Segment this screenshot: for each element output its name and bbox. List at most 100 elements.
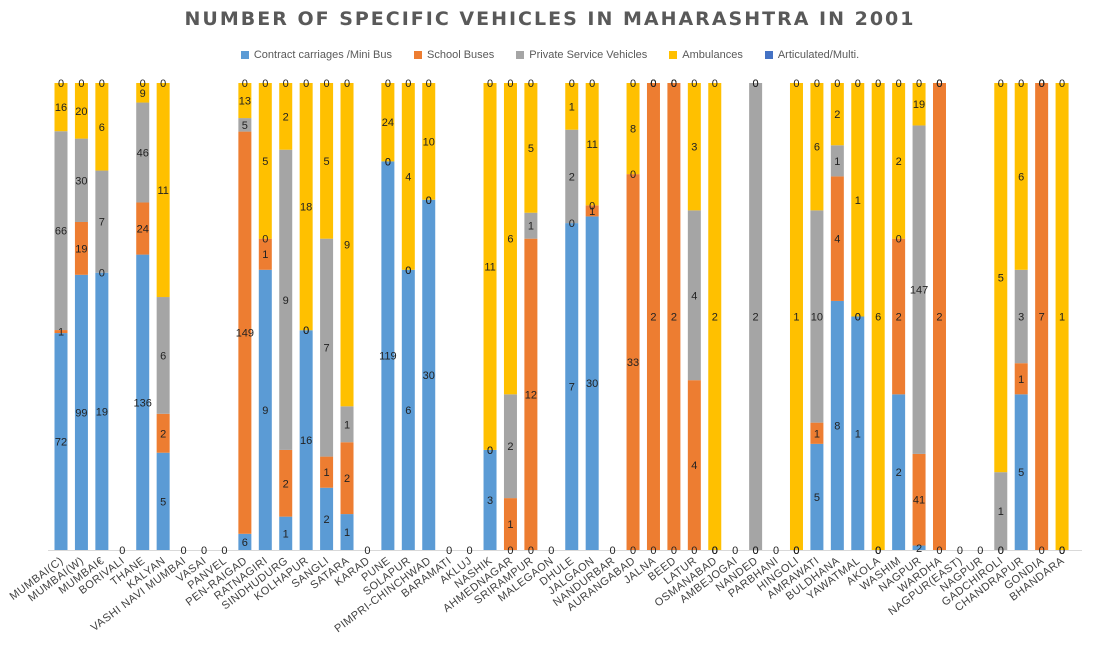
data-label: 2: [569, 171, 575, 183]
bar-segment: [156, 452, 170, 550]
data-label: 0: [712, 545, 718, 557]
data-label: 1: [344, 419, 350, 431]
bar-segment: [74, 138, 88, 222]
bar-segment: [299, 83, 313, 331]
bar-segment: [994, 472, 1008, 550]
data-label: 0: [712, 545, 718, 557]
legend-label: Private Service Vehicles: [529, 49, 648, 61]
bar-segment: [156, 297, 170, 414]
data-label: 7: [1039, 312, 1045, 324]
legend-item: Private Service Vehicles: [516, 49, 647, 61]
chart-title: NUMBER OF SPECIFIC VEHICLES IN MAHARASHT…: [184, 8, 916, 30]
data-label: 0: [487, 445, 493, 457]
data-label: 5: [998, 273, 1004, 285]
data-label: 0: [793, 78, 799, 90]
legend-swatch: [240, 51, 249, 59]
bar-segment: [238, 118, 252, 132]
data-label: 0: [1039, 78, 1045, 90]
bar-segment: [95, 83, 109, 171]
bar-segment: [340, 514, 354, 550]
data-label: 18: [300, 202, 312, 214]
data-label: 0: [671, 78, 677, 90]
data-label: 0: [630, 78, 636, 90]
bar-segment: [851, 316, 865, 550]
data-label: 119: [379, 351, 397, 363]
data-label: 30: [586, 378, 598, 390]
data-label: 2: [650, 312, 656, 324]
data-label: 0: [793, 545, 799, 557]
data-label: 2: [896, 312, 902, 324]
data-label: 149: [236, 328, 254, 340]
bar-segment: [340, 442, 354, 515]
data-label: 1: [283, 528, 289, 540]
legend-swatch: [669, 51, 678, 59]
bar-segment: [340, 406, 354, 443]
bar-segment: [1014, 269, 1028, 364]
bar-segment: [483, 449, 497, 550]
bar-segment: [422, 83, 436, 200]
data-label: 0: [1018, 78, 1024, 90]
data-label: 0: [998, 545, 1004, 557]
bar-segment: [524, 212, 538, 239]
data-label: 136: [134, 397, 152, 409]
bar-segment: [54, 83, 68, 132]
bar-segment: [381, 83, 395, 162]
data-label: 0: [589, 200, 595, 212]
data-label: 2: [507, 441, 513, 453]
data-label: 0: [691, 545, 697, 557]
bar-segment: [279, 449, 293, 517]
data-label: 8: [630, 124, 636, 136]
data-label: 9: [283, 295, 289, 307]
data-label: 0: [1039, 545, 1045, 557]
data-label: 0: [855, 312, 861, 324]
bar-segment: [136, 83, 150, 103]
bar-segment: [95, 272, 109, 550]
data-label: 5: [814, 492, 820, 504]
data-label: 5: [242, 120, 248, 132]
bar-segment: [320, 456, 334, 488]
data-label: 6: [99, 122, 105, 134]
bar-segment: [503, 394, 517, 499]
legend-label: Contract carriages /Mini Bus: [253, 49, 393, 61]
bar-segment: [912, 125, 926, 454]
data-label: 1: [814, 428, 820, 440]
data-label: 0: [528, 78, 534, 90]
data-label: 0: [977, 545, 983, 557]
data-label: 6: [160, 350, 166, 362]
data-label: 2: [896, 156, 902, 168]
data-label: 72: [55, 437, 67, 449]
data-label: 0: [671, 545, 677, 557]
data-label: 33: [627, 357, 639, 369]
bar-segment: [687, 380, 701, 550]
data-label: 4: [691, 460, 697, 472]
data-label: 0: [303, 325, 309, 337]
bar-segment: [851, 83, 865, 317]
bar-segment: [749, 83, 763, 550]
data-label: 0: [896, 78, 902, 90]
data-label: 0: [916, 78, 922, 90]
data-label: 0: [78, 78, 84, 90]
bar-segment: [585, 83, 599, 206]
data-label: 1: [58, 327, 64, 339]
data-label: 0: [650, 78, 656, 90]
data-label: 0: [998, 545, 1004, 557]
data-label: 9: [344, 240, 350, 252]
bar-segment: [95, 170, 109, 273]
data-label: 0: [262, 78, 268, 90]
data-label: 0: [875, 78, 881, 90]
bar-segment: [279, 83, 293, 150]
bar-segment: [299, 330, 313, 550]
data-label: 1: [855, 428, 861, 440]
bar-segment: [871, 83, 885, 550]
bar-segment: [932, 83, 946, 550]
bar-segment: [340, 83, 354, 407]
bar-segment: [320, 238, 334, 457]
bar-segment: [54, 131, 68, 331]
bar-segment: [1055, 83, 1069, 550]
data-label: 0: [589, 78, 595, 90]
bar-segment: [401, 83, 415, 270]
legend-label: Articulated/Multi.: [777, 49, 860, 61]
data-label: 0: [58, 78, 64, 90]
data-label: 0: [385, 156, 391, 168]
data-label: 0: [1059, 545, 1065, 557]
